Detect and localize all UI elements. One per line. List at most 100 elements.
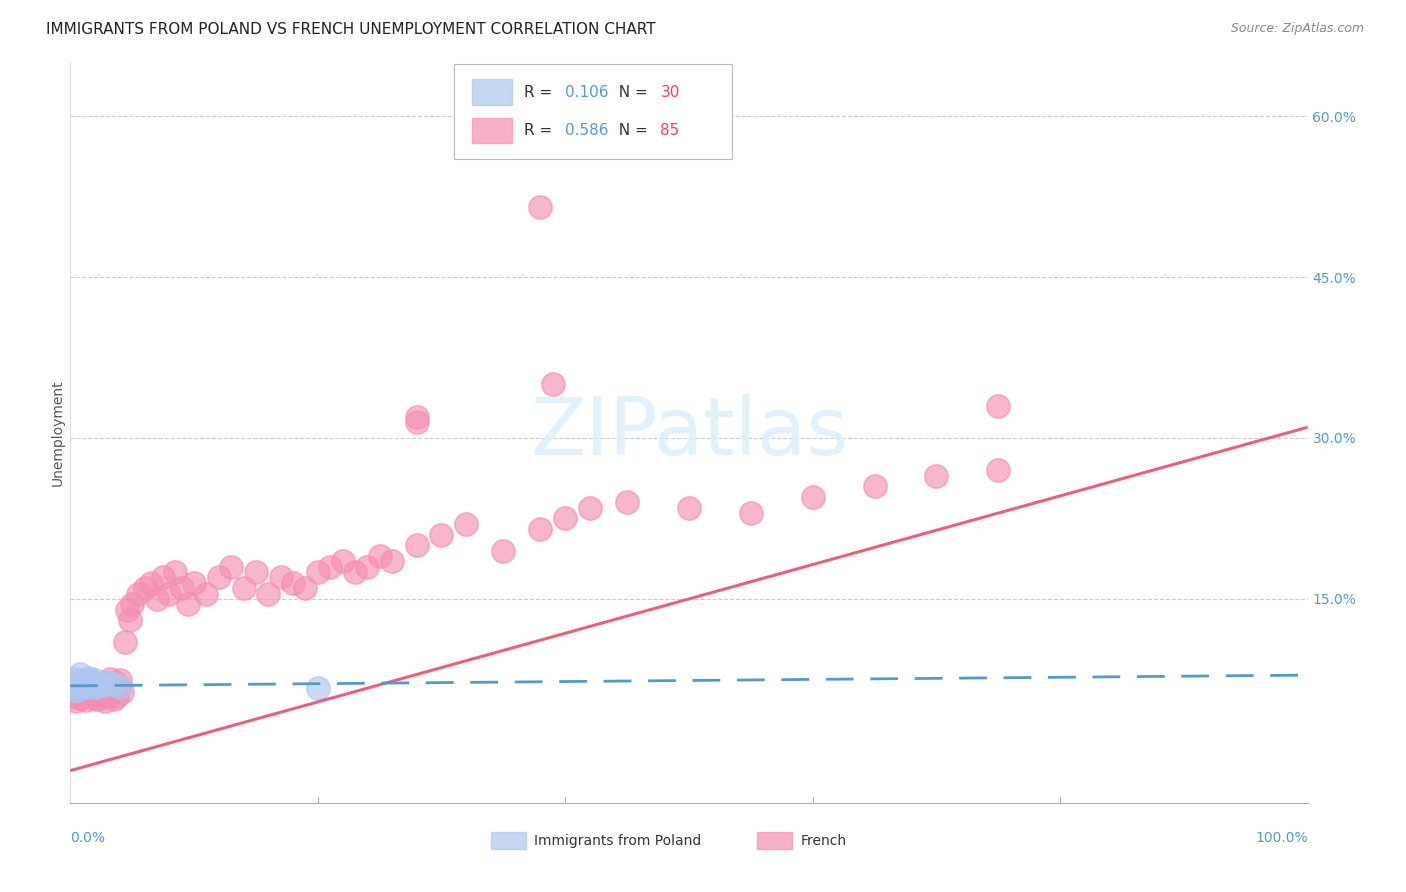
Point xyxy=(405,538,427,552)
Point xyxy=(93,680,115,694)
Point xyxy=(208,570,231,584)
Point xyxy=(86,685,108,699)
Point xyxy=(90,681,112,696)
Point xyxy=(219,559,242,574)
Point xyxy=(84,673,107,688)
Text: French: French xyxy=(800,833,846,847)
Point xyxy=(925,468,948,483)
Point xyxy=(69,690,91,705)
Point xyxy=(343,565,366,579)
Point xyxy=(75,680,97,694)
Point xyxy=(91,688,114,702)
Point xyxy=(616,495,638,509)
Point xyxy=(76,673,98,688)
Point xyxy=(80,675,103,690)
Point xyxy=(107,680,129,694)
Text: 0.586: 0.586 xyxy=(565,123,609,138)
Point xyxy=(82,690,104,704)
Point xyxy=(108,673,131,688)
Point xyxy=(72,673,94,688)
Point xyxy=(152,570,174,584)
Point xyxy=(127,586,149,600)
Point xyxy=(77,671,100,685)
Point xyxy=(114,635,136,649)
Point xyxy=(65,694,87,708)
Point xyxy=(80,674,103,689)
Point xyxy=(541,377,564,392)
Point xyxy=(67,674,90,689)
Point xyxy=(101,679,124,693)
Point xyxy=(65,683,87,698)
Point xyxy=(70,681,93,696)
Point xyxy=(87,678,110,692)
Point xyxy=(405,415,427,429)
Point xyxy=(105,683,128,698)
Point xyxy=(157,586,180,600)
Text: R =: R = xyxy=(524,85,558,100)
Point xyxy=(72,679,94,693)
Point xyxy=(103,676,125,690)
Point xyxy=(319,559,342,574)
Point xyxy=(456,516,478,531)
Point xyxy=(381,554,404,568)
Point xyxy=(294,581,316,595)
Text: 30: 30 xyxy=(661,85,681,100)
Point xyxy=(356,559,378,574)
FancyBboxPatch shape xyxy=(472,79,512,104)
Point xyxy=(84,691,107,706)
Point xyxy=(84,676,107,690)
Point xyxy=(103,691,125,706)
FancyBboxPatch shape xyxy=(472,118,512,143)
Text: 0.106: 0.106 xyxy=(565,85,609,100)
Point xyxy=(63,689,86,703)
Point xyxy=(89,690,111,705)
Text: 85: 85 xyxy=(661,123,679,138)
Point xyxy=(105,689,128,703)
Point xyxy=(82,678,104,692)
Point xyxy=(96,674,118,689)
Text: Source: ZipAtlas.com: Source: ZipAtlas.com xyxy=(1230,22,1364,36)
Text: N =: N = xyxy=(609,85,652,100)
Point xyxy=(863,479,886,493)
Point xyxy=(232,581,254,595)
Point xyxy=(70,676,93,690)
Point xyxy=(98,673,121,687)
Point xyxy=(62,675,84,690)
Point xyxy=(281,575,304,590)
Point xyxy=(801,490,824,504)
Point xyxy=(108,680,131,694)
Point xyxy=(65,680,87,694)
Point xyxy=(67,678,90,692)
FancyBboxPatch shape xyxy=(756,832,792,848)
Point xyxy=(307,565,329,579)
Point xyxy=(69,667,91,681)
Point xyxy=(332,554,354,568)
Point xyxy=(94,694,117,708)
Point xyxy=(405,409,427,424)
Point xyxy=(96,684,118,698)
Point xyxy=(79,681,101,695)
Point xyxy=(554,511,576,525)
Point xyxy=(183,575,205,590)
Text: N =: N = xyxy=(609,123,652,138)
Point xyxy=(165,565,187,579)
Point xyxy=(195,586,218,600)
Point xyxy=(69,680,91,694)
Point xyxy=(79,679,101,693)
Point xyxy=(76,676,98,690)
Point xyxy=(90,675,112,690)
Point xyxy=(177,597,200,611)
Point xyxy=(307,681,329,695)
Point xyxy=(987,399,1010,413)
Point xyxy=(77,688,100,702)
Point xyxy=(245,565,267,579)
Point xyxy=(111,685,134,699)
Y-axis label: Unemployment: Unemployment xyxy=(51,379,65,486)
Point xyxy=(987,463,1010,477)
Point xyxy=(75,679,97,693)
Point xyxy=(170,581,193,595)
Point xyxy=(94,678,117,692)
Point xyxy=(529,200,551,214)
FancyBboxPatch shape xyxy=(491,832,526,848)
Text: ZIPatlas: ZIPatlas xyxy=(530,393,848,472)
